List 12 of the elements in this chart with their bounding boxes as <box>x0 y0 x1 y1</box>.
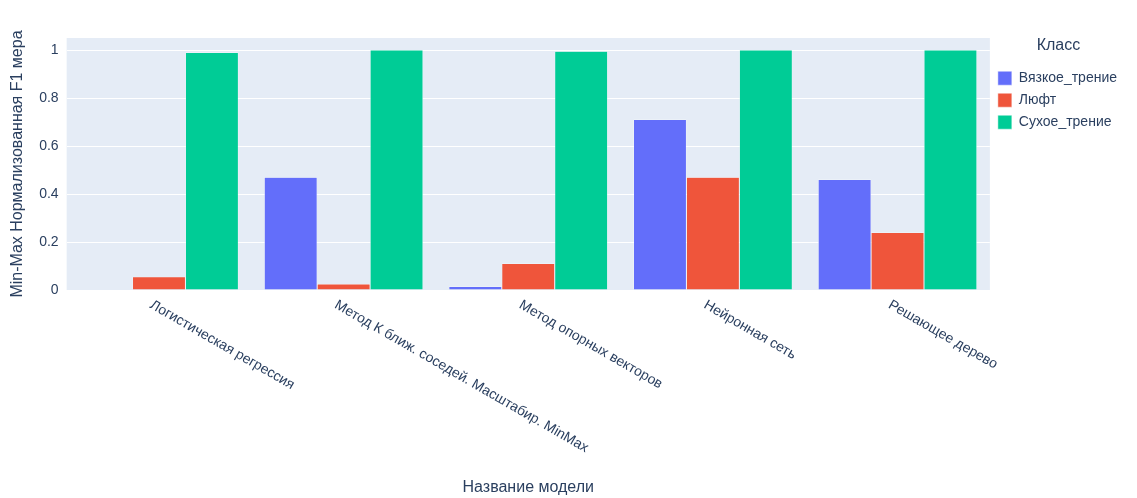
legend-label: Сухое_трение <box>1018 113 1112 130</box>
y-tick-label: 0 <box>50 280 59 297</box>
y-tick-label: 0.4 <box>39 184 59 201</box>
legend-label: Вязкое_трение <box>1018 69 1118 86</box>
legend-label: Люфт <box>1018 91 1057 108</box>
y-axis-title: Min-Max Нормализованная F1 мера <box>8 30 26 298</box>
y-tick-label: 0.2 <box>39 232 59 249</box>
y-tick-label: 0.6 <box>39 136 59 153</box>
y-tick-label: 0.8 <box>39 88 59 105</box>
y-tick-label: 1 <box>50 40 59 57</box>
x-axis-title: Название модели <box>462 478 594 496</box>
legend-title: Класс <box>1036 36 1081 54</box>
